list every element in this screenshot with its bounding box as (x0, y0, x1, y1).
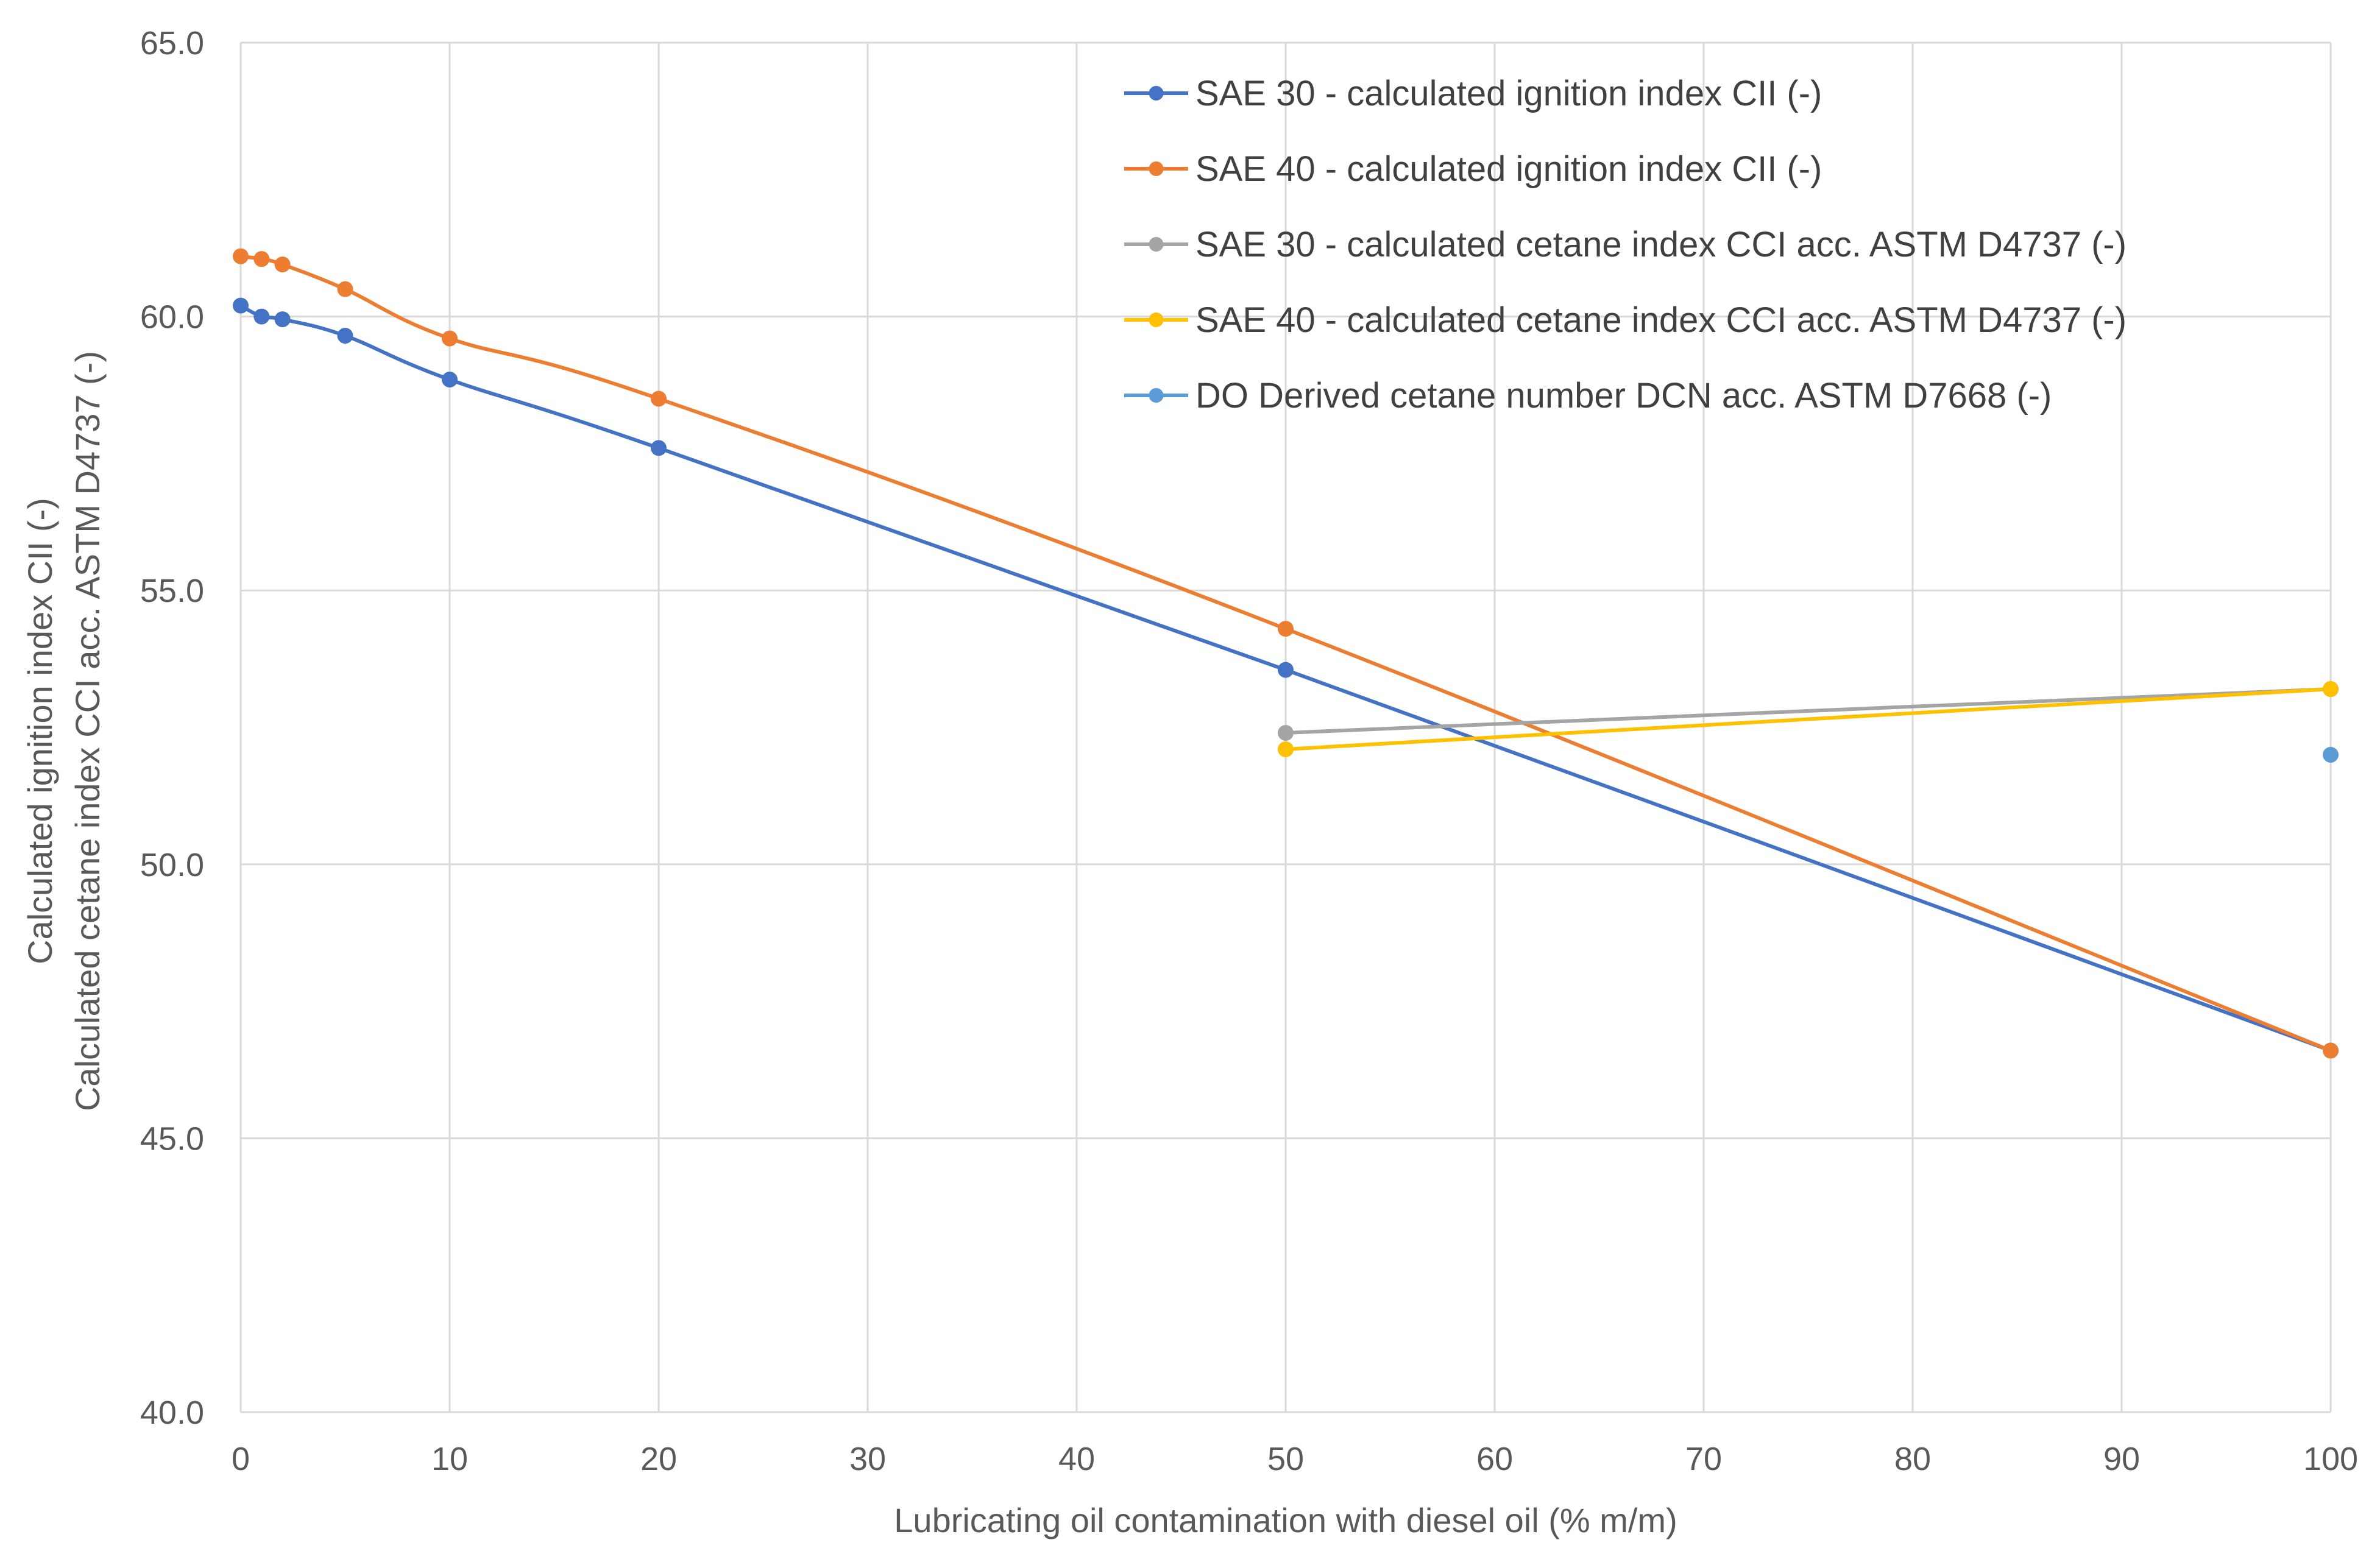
data-point-series-1 (274, 311, 291, 328)
legend-swatch-marker (1149, 86, 1164, 101)
series-line-4 (1284, 687, 2332, 751)
series-line-1 (239, 303, 2332, 1053)
data-point-series-3 (1278, 724, 1294, 741)
data-point-series-5 (2323, 746, 2339, 763)
data-point-series-1 (651, 440, 667, 456)
plot-area (233, 248, 2339, 1059)
data-point-series-2 (274, 256, 291, 273)
data-point-series-2 (233, 248, 249, 264)
data-point-series-1 (442, 372, 458, 388)
legend-swatch-marker (1149, 237, 1164, 252)
legend: SAE 30 - calculated ignition index CII (… (1124, 74, 2127, 415)
x-tick-label: 90 (2103, 1441, 2140, 1477)
data-point-series-2 (651, 390, 667, 407)
series-line-3 (1284, 687, 2332, 735)
x-tick-label: 50 (1267, 1441, 1304, 1477)
x-tick-label: 0 (232, 1441, 250, 1477)
x-axis-title: Lubricating oil contamination with diese… (894, 1501, 1677, 1539)
x-tick-label: 30 (849, 1441, 886, 1477)
x-tick-label: 20 (640, 1441, 677, 1477)
x-tick-label: 100 (2303, 1441, 2358, 1477)
legend-label: DO Derived cetane number DCN acc. ASTM D… (1195, 376, 2052, 415)
legend-label: SAE 30 - calculated cetane index CCI acc… (1195, 225, 2127, 264)
y-axis-title-line-1: Calculated ignition index CII (-) (21, 498, 59, 964)
legend-label: SAE 40 - calculated cetane index CCI acc… (1195, 300, 2127, 340)
y-tick-label: 65.0 (140, 25, 204, 62)
data-point-series-2 (442, 330, 458, 347)
x-tick-label: 10 (431, 1441, 468, 1477)
legend-label: SAE 30 - calculated ignition index CII (… (1195, 74, 1822, 113)
data-point-series-2 (253, 251, 270, 267)
y-tick-label: 40.0 (140, 1394, 204, 1431)
data-point-series-1 (253, 308, 270, 325)
legend-swatch-marker (1149, 313, 1164, 327)
legend-swatch-marker (1149, 388, 1164, 403)
x-tick-label: 70 (1685, 1441, 1722, 1477)
y-axis-title-line-2: Calculated cetane index CCI acc. ASTM D4… (68, 351, 107, 1111)
x-tick-label: 40 (1058, 1441, 1095, 1477)
data-point-series-1 (1278, 662, 1294, 678)
legend-swatch-marker (1149, 161, 1164, 176)
data-point-series-1 (337, 328, 353, 344)
data-point-series-2 (2323, 1042, 2339, 1059)
y-tick-label: 50.0 (140, 847, 204, 883)
y-tick-label: 60.0 (140, 299, 204, 336)
data-point-series-2 (1278, 621, 1294, 637)
x-tick-label: 60 (1476, 1441, 1513, 1477)
series-line-2 (239, 254, 2332, 1053)
data-point-series-1 (233, 297, 249, 314)
x-tick-label: 80 (1894, 1441, 1931, 1477)
legend-label: SAE 40 - calculated ignition index CII (… (1195, 149, 1822, 189)
y-tick-label: 45.0 (140, 1120, 204, 1157)
data-point-series-4 (2323, 681, 2339, 698)
axis-ticks: 0 10 20 30 40 50 60 70 80 90 100 40.0 45.0 50.0 55.0 60… (140, 25, 2358, 1477)
data-point-series-2 (337, 281, 353, 297)
data-point-series-4 (1278, 741, 1294, 757)
y-tick-label: 55.0 (140, 573, 204, 609)
y-axis-title: Calculated ignition index CII (-) Calcul… (21, 351, 107, 1111)
